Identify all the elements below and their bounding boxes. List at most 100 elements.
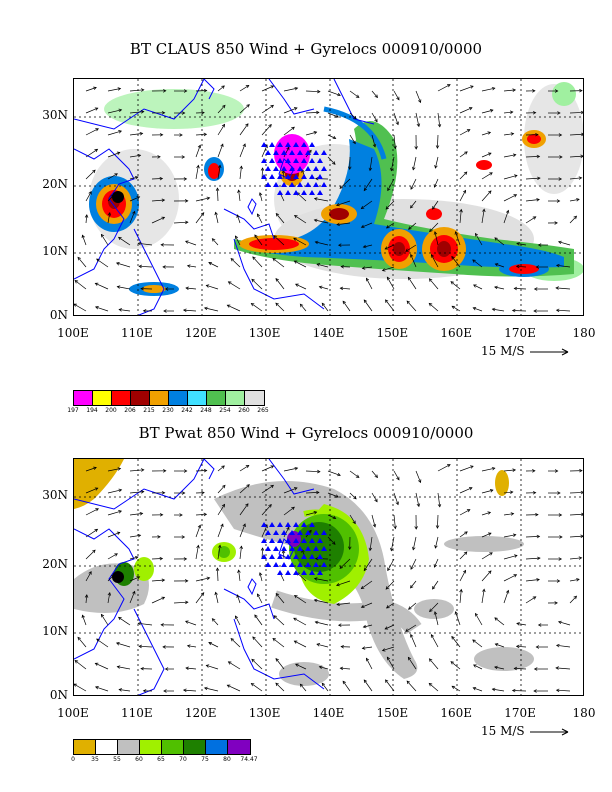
wind-arrow (503, 491, 513, 494)
wind-arrow-head (558, 513, 563, 517)
wind-arrow-head (251, 278, 255, 283)
wind-arrow (459, 107, 473, 114)
wind-arrow (116, 262, 131, 268)
wind-arrow-head (184, 579, 189, 583)
gyre-triangle (293, 522, 299, 527)
wind-arrow-head (360, 205, 365, 210)
panel1-xlabel: 100E (57, 326, 89, 340)
wind-arrow (412, 156, 417, 170)
wind-arrow (555, 667, 571, 670)
wind-arrow (217, 485, 226, 494)
wind-arrow (393, 112, 399, 125)
wind-arrow (95, 686, 109, 692)
gyre-triangle (301, 158, 307, 163)
wind-arrow-head (362, 244, 367, 249)
wind-arrow-head (537, 623, 542, 627)
wind-arrow-head (581, 512, 583, 517)
wind-arrow-head (428, 302, 433, 307)
wind-arrow-head (227, 281, 232, 285)
wind-arrow-head (116, 262, 120, 266)
wind-arrow (239, 465, 249, 472)
wind-arrow (514, 288, 527, 290)
gyre-triangle (265, 166, 271, 171)
colorbar-label: 0 (71, 756, 75, 763)
wind-arrow (349, 112, 357, 120)
colorbar-label: 65 (157, 756, 165, 763)
wind-arrow-head (239, 165, 243, 170)
wind-arrow (459, 129, 471, 136)
wind-arrow-head (387, 567, 391, 572)
wind-arrow (187, 265, 197, 268)
wind-arrow-head (237, 569, 241, 574)
wind-arrow-head (132, 210, 136, 215)
colorbar-swatch (162, 740, 184, 754)
wind-arrow-head (206, 196, 211, 201)
wind-arrow (275, 658, 285, 670)
wind-arrow-head (337, 92, 341, 97)
wind-arrow (382, 646, 395, 651)
wind-arrow (96, 638, 109, 648)
gyre-triangle (305, 546, 311, 551)
wind-arrow-head (430, 634, 434, 638)
wind-arrow-head (464, 151, 468, 155)
wind-arrow (410, 634, 417, 648)
wind-arrow (272, 638, 285, 648)
wind-arrow (316, 643, 329, 648)
wind-arrow (569, 578, 580, 582)
wind-arrow-head (537, 243, 542, 247)
wind-arrow-head (393, 525, 397, 530)
wind-arrow-head (494, 263, 499, 267)
wind-arrow-head (316, 490, 320, 495)
wind-arrow-head (205, 284, 210, 288)
wind-arrow (410, 200, 417, 209)
panel1-cyclone-marker (112, 191, 124, 203)
wind-arrow (459, 509, 471, 516)
wind-arrow (129, 556, 138, 560)
wind-arrow (321, 682, 329, 692)
wind-arrow (275, 682, 285, 692)
wind-arrow-head (515, 264, 520, 269)
gyre-triangle (313, 182, 319, 187)
wind-arrow-head (459, 588, 463, 593)
wind-arrow-head (250, 682, 255, 687)
wind-arrow (339, 178, 351, 189)
wind-arrow-head (555, 666, 559, 670)
wind-arrow (235, 615, 241, 626)
gyre-triangle (313, 530, 319, 535)
wind-arrow-head (314, 620, 319, 625)
wind-arrow (208, 642, 219, 648)
wind-arrow-head (353, 115, 357, 120)
wind-arrow-head (410, 186, 414, 190)
wind-arrow-head (513, 194, 518, 198)
wind-arrow-head (160, 243, 164, 247)
wind-arrow (516, 243, 527, 246)
gyre-triangle (285, 570, 291, 575)
wind-arrow (283, 147, 290, 158)
gyre-triangle (305, 166, 311, 171)
wind-arrow (503, 133, 514, 136)
wind-arrow-head (451, 685, 456, 689)
wind-arrow (503, 210, 509, 224)
wind-arrow-head (118, 130, 122, 134)
wind-arrow (217, 85, 225, 92)
gyre-triangle (301, 538, 307, 543)
wind-arrow (450, 281, 461, 290)
panel1-ylabel: 30N (42, 108, 68, 122)
gyre-triangle (317, 570, 323, 575)
wind-arrow (435, 156, 439, 169)
wind-arrow (386, 657, 395, 670)
wind-arrow-head (451, 635, 455, 640)
gyre-triangle (321, 562, 327, 567)
wind-arrow (435, 536, 439, 549)
wind-arrow-head (316, 263, 321, 267)
wind-arrow-head (161, 596, 166, 600)
wind-arrow-head (118, 108, 123, 113)
wind-arrow-head (384, 246, 389, 250)
panel1-xlabel: 180 (572, 326, 596, 340)
wind-arrow-head (96, 638, 100, 642)
wind-arrow (385, 200, 395, 210)
wind-arrow-head (435, 145, 440, 149)
wind-arrow-head (491, 466, 496, 471)
gyre-triangle (273, 182, 279, 187)
wind-arrow (212, 618, 219, 626)
